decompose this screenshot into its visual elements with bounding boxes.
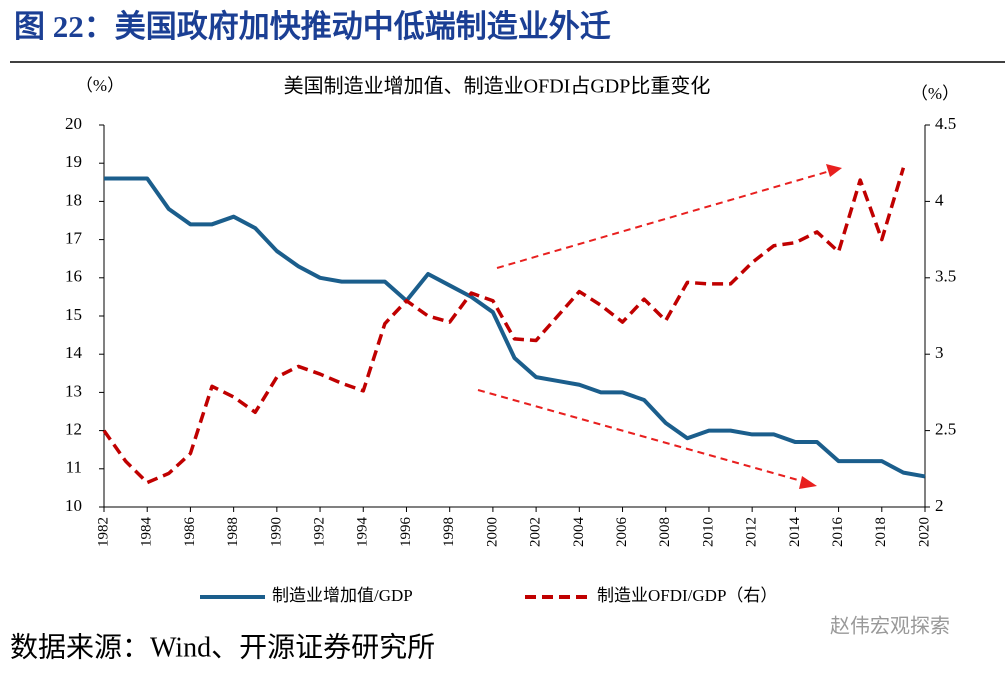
trend-arrow-up <box>496 170 831 269</box>
y2-tick-label: 4.5 <box>935 114 956 133</box>
x-tick-label: 1984 <box>139 517 155 548</box>
x-tick-label: 1986 <box>182 517 198 548</box>
y-tick-label: 19 <box>65 152 82 171</box>
y2-tick-label: 3.5 <box>935 267 956 286</box>
y2-tick-label: 3 <box>935 343 944 362</box>
arrow-head <box>799 476 817 489</box>
series-line <box>104 176 926 479</box>
x-tick-label: 1992 <box>311 517 327 547</box>
x-tick-label: 2008 <box>657 517 673 547</box>
y-tick-label: 20 <box>65 114 82 133</box>
x-tick-label: 1998 <box>441 517 457 547</box>
x-tick-label: 2012 <box>744 517 760 547</box>
y-tick-label: 14 <box>65 343 83 362</box>
x-tick-label: 1988 <box>225 517 241 547</box>
y-tick-label: 11 <box>66 458 82 477</box>
x-tick-label: 2002 <box>528 517 544 547</box>
y-tick-label: 10 <box>65 496 82 515</box>
trend-arrows <box>477 164 842 489</box>
source-note: 数据来源：Wind、开源证券研究所 <box>10 631 435 663</box>
y-tick-label: 16 <box>65 267 82 286</box>
chart-title: 美国制造业增加值、制造业OFDI占GDP比重变化 <box>284 75 711 98</box>
x-tick-label: 2010 <box>700 517 716 547</box>
watermark: 赵伟宏观探索 <box>830 615 950 638</box>
x-tick-label: 1996 <box>398 517 414 548</box>
y-tick-label: 18 <box>65 190 82 209</box>
y2-tick-label: 2 <box>935 496 944 515</box>
y-axis-unit: （%） <box>76 76 124 95</box>
legend-label: 制造业增加值/GDP <box>272 586 413 605</box>
y-tick-label: 17 <box>65 229 83 248</box>
y-tick-label: 12 <box>65 420 82 439</box>
arrow-head <box>826 164 842 177</box>
y-tick-label: 15 <box>65 305 82 324</box>
y2-tick-label: 2.5 <box>935 420 956 439</box>
legend-label: 制造业OFDI/GDP（右） <box>597 586 777 605</box>
x-tick-label: 2000 <box>484 517 500 547</box>
y2-axis-unit: （%） <box>911 84 959 103</box>
x-tick-label: 2004 <box>571 517 587 548</box>
x-tick-label: 2014 <box>787 517 803 548</box>
x-tick-label: 1982 <box>95 517 111 547</box>
x-tick-label: 1990 <box>268 517 284 547</box>
x-tick-label: 1994 <box>355 517 371 548</box>
x-tick-label: 2016 <box>830 517 846 548</box>
figure-title: 图 22：美国政府加快推动中低端制造业外迁 <box>14 9 611 44</box>
x-tick-label: 2006 <box>614 517 630 548</box>
trend-arrow-down <box>477 389 806 483</box>
x-tick-label: 2020 <box>916 517 932 547</box>
series-line <box>102 167 906 485</box>
x-tick-label: 2018 <box>873 517 889 547</box>
y-tick-label: 13 <box>65 381 82 400</box>
y2-tick-label: 4 <box>935 190 944 209</box>
